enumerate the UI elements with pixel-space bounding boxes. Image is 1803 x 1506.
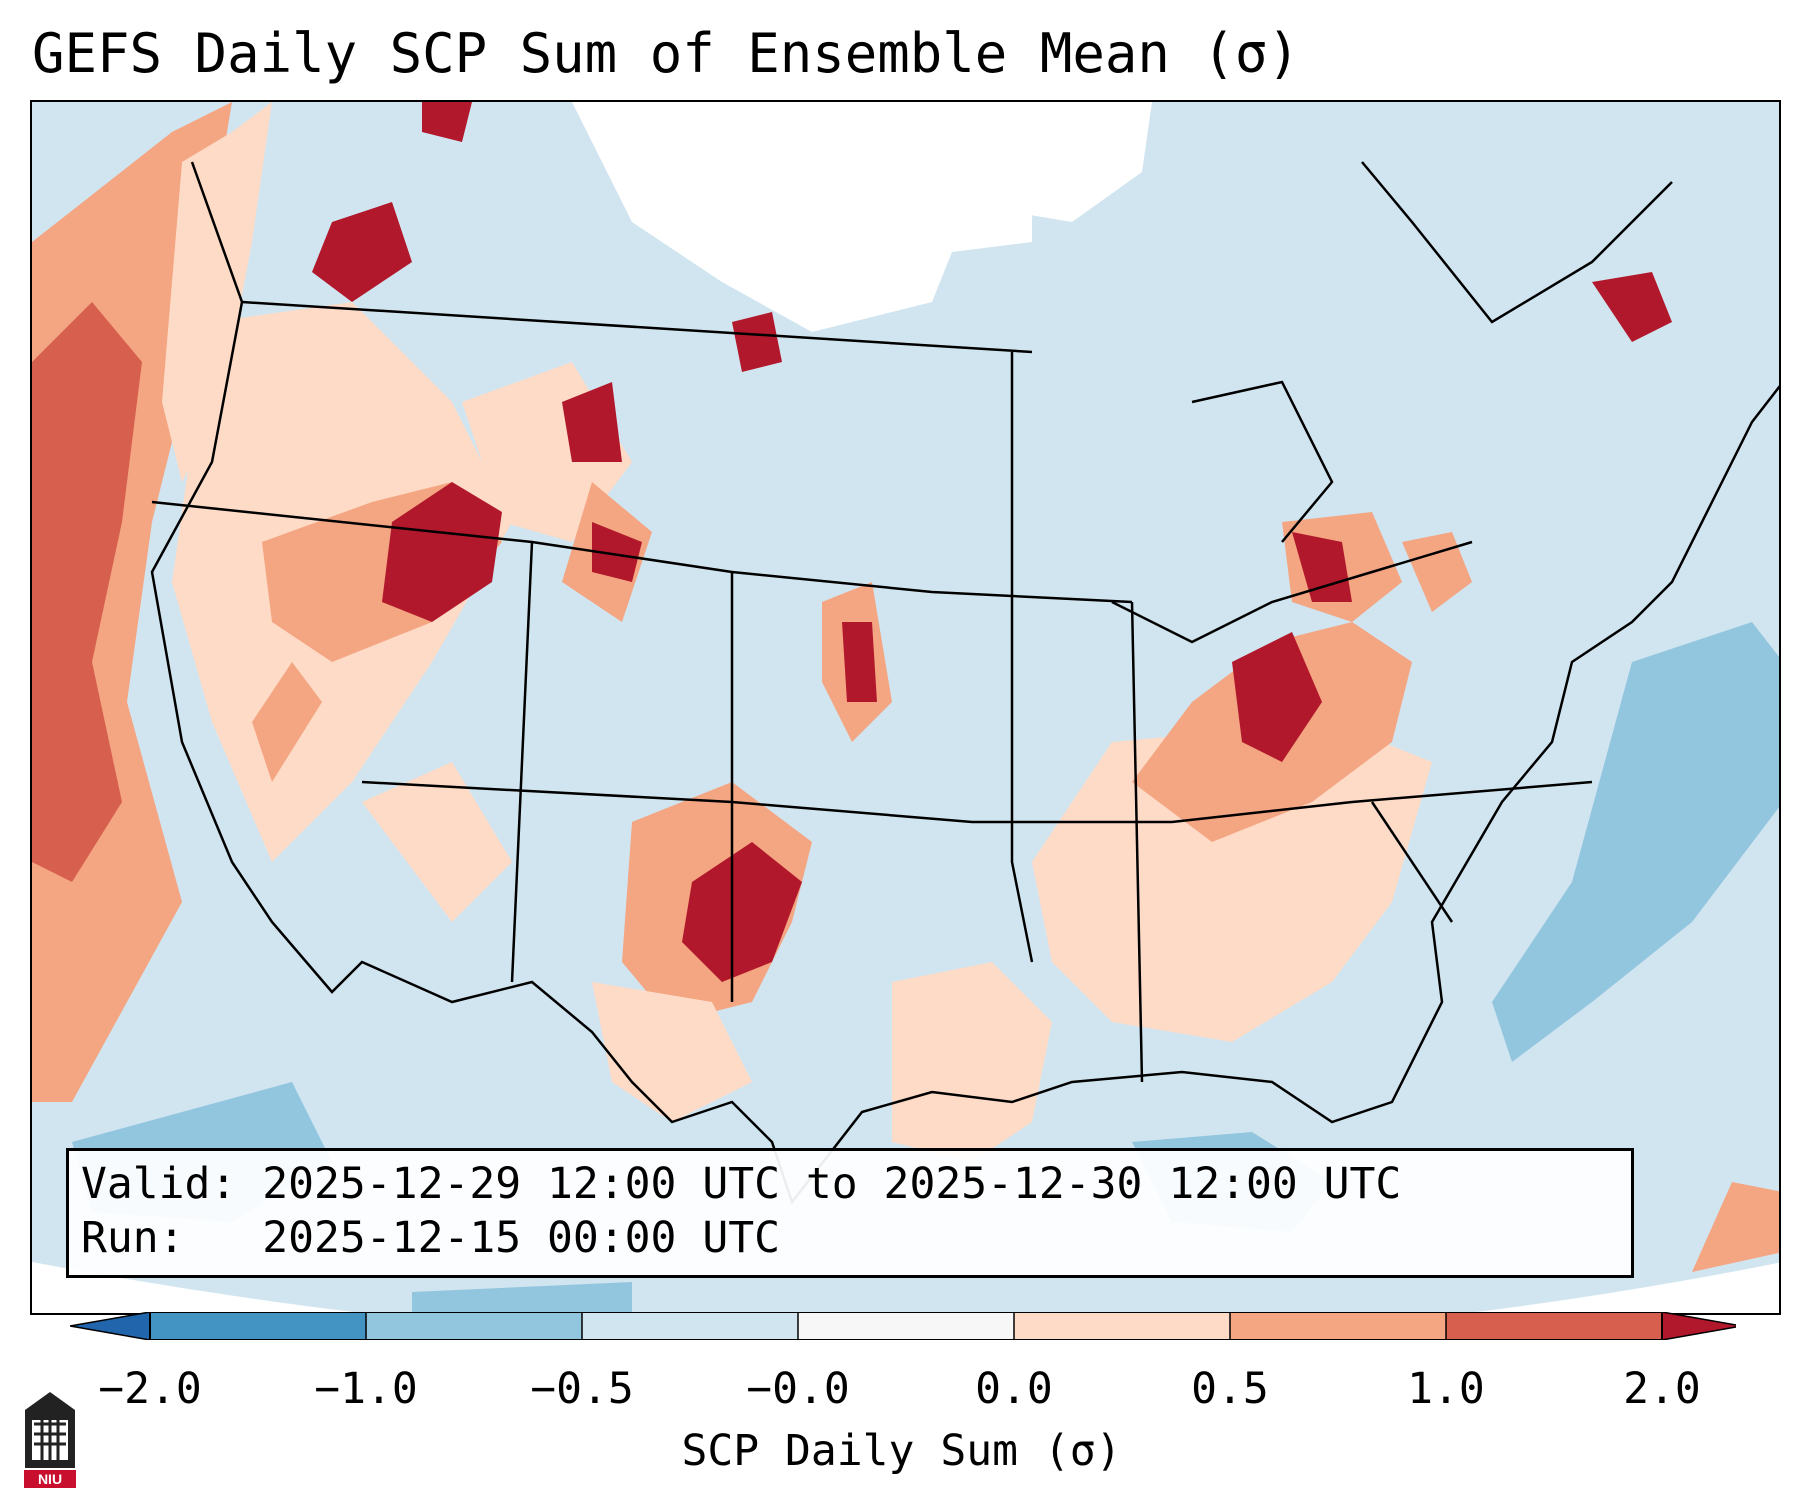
colorbar-segment (582, 1312, 798, 1340)
colorbar-segment (1230, 1312, 1446, 1340)
colorbar-tick-label: −0.0 (746, 1364, 850, 1414)
colorbar-extend-min (70, 1312, 151, 1340)
niu-logo-icon: NIU (24, 1392, 76, 1488)
chart-title: GEFS Daily SCP Sum of Ensemble Mean (σ) (32, 22, 1300, 85)
valid-value: 2025-12-29 12:00 UTC to 2025-12-30 12:00… (262, 1159, 1402, 1209)
map-canvas (32, 102, 1779, 1313)
colorbar-segment (1014, 1312, 1230, 1340)
valid-run-box: Valid: 2025-12-29 12:00 UTC to 2025-12-3… (66, 1148, 1634, 1278)
colorbar-tick-label: 1.0 (1407, 1364, 1485, 1414)
land-outlines (150, 161, 1779, 1205)
colorbar-segment (150, 1312, 366, 1340)
colorbar-segment (1446, 1312, 1662, 1340)
colorbar-tick-label: 0.0 (975, 1364, 1053, 1414)
colorbar-tick-label: 2.0 (1623, 1364, 1701, 1414)
west-strong-area (312, 102, 782, 622)
colorbar-tick-label: −2.0 (98, 1364, 202, 1414)
run-label: Run: (81, 1213, 185, 1263)
colorbar-extend-max (1661, 1312, 1736, 1340)
projection-edge (32, 1262, 1779, 1313)
map-panel (30, 100, 1781, 1315)
southeast-anomaly (892, 272, 1779, 1272)
pacific-anomaly-band (32, 102, 272, 1102)
colorbar-segment (798, 1312, 1014, 1340)
logo-text: NIU (38, 1471, 62, 1487)
canada-white-area (572, 102, 1152, 332)
colorbar (70, 1312, 1736, 1340)
colorbar-tick-label: −0.5 (530, 1364, 634, 1414)
valid-label: Valid: (81, 1159, 237, 1209)
run-value: 2025-12-15 00:00 UTC (262, 1213, 780, 1263)
colorbar-tick-label: 0.5 (1191, 1364, 1269, 1414)
plains-anomaly (592, 582, 892, 1122)
colorbar-tick-label: −1.0 (314, 1364, 418, 1414)
colorbar-label: SCP Daily Sum (σ) (681, 1426, 1122, 1476)
colorbar-segment (366, 1312, 582, 1340)
